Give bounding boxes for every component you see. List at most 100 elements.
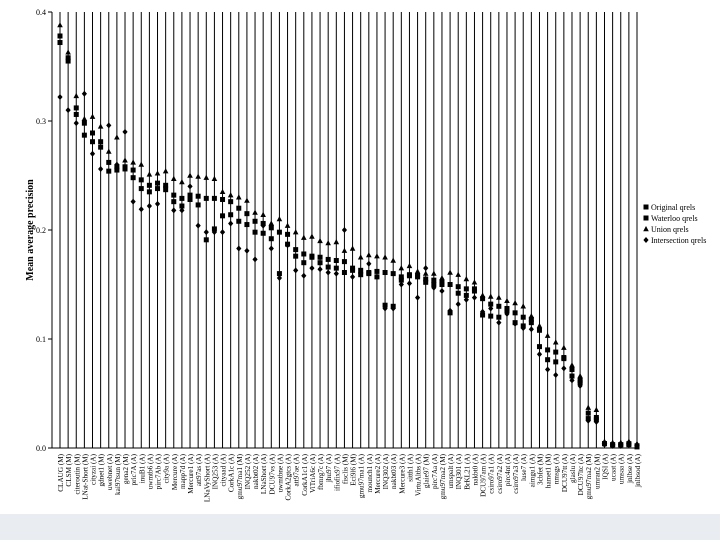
union-qrels-point <box>398 265 405 271</box>
waterloo-qrels-point <box>471 286 477 292</box>
legend-marker <box>643 237 649 243</box>
union-qrels-point <box>479 292 486 298</box>
x-tick-label: CLAUG (M) <box>57 453 65 491</box>
x-tick-label: nakbt02 (A) <box>252 453 260 489</box>
union-qrels-point <box>439 274 445 281</box>
original-qrels-point <box>285 231 291 237</box>
x-tick-label: jnlbsod (A) <box>634 453 642 488</box>
x-tick-label: jnlbse (A) <box>626 453 634 484</box>
original-qrels-point <box>341 259 347 265</box>
original-qrels-point <box>203 195 209 201</box>
waterloo-qrels-point <box>252 229 258 235</box>
original-qrels-point <box>293 247 299 253</box>
intersection-qrels-point <box>593 418 599 425</box>
union-qrels-point <box>57 22 63 28</box>
waterloo-qrels-point <box>163 187 169 193</box>
union-qrels-point <box>227 192 234 198</box>
original-qrels-point <box>57 40 63 46</box>
x-tick-label: csiro97a3 (A) <box>512 453 520 493</box>
original-qrels-point <box>90 130 96 136</box>
intersection-qrels-point <box>252 256 258 263</box>
waterloo-qrels-point <box>81 132 87 138</box>
intersection-qrels-point <box>138 206 144 213</box>
union-qrels-point <box>268 220 275 226</box>
waterloo-qrels-point <box>350 267 356 273</box>
union-qrels-point <box>211 175 218 181</box>
x-tick-label: umran2 (M) <box>593 453 601 489</box>
intersection-qrels-point <box>260 222 266 229</box>
intersection-qrels-point <box>439 288 445 295</box>
x-tick-label: INQ301 (A) <box>455 453 463 489</box>
intersection-qrels-point <box>276 274 283 281</box>
waterloo-qrels-point <box>260 230 266 236</box>
x-tick-label: att97ae (A) <box>293 453 301 486</box>
x-tick-label: VirtuAltbs (A) <box>415 453 423 496</box>
x-tick-label: CorkA1c (A) <box>228 453 236 492</box>
union-qrels-point <box>179 179 185 185</box>
union-qrels-point <box>138 161 145 167</box>
union-qrels-point <box>284 222 291 228</box>
waterloo-qrels-point <box>593 414 599 420</box>
union-qrels-point <box>487 293 494 299</box>
union-qrels-point <box>162 168 169 174</box>
waterloo-qrels-point <box>545 357 551 363</box>
original-qrels-point <box>382 270 388 276</box>
union-qrels-point <box>593 406 600 413</box>
y-tick-label: 0.0 <box>36 444 46 453</box>
legend-marker <box>643 226 649 232</box>
intersection-qrels-point <box>553 371 559 378</box>
union-qrels-point <box>471 279 478 285</box>
x-tick-label: nakbt0 (A) <box>471 453 479 485</box>
x-tick-label: ifiofix97 (A) <box>333 453 341 491</box>
waterloo-qrels-point <box>406 272 412 278</box>
waterloo-qrels-point <box>155 186 161 192</box>
waterloo-qrels-point <box>114 167 120 173</box>
waterloo-qrels-point <box>268 236 274 242</box>
union-qrels-point <box>496 294 502 300</box>
x-tick-label: cityaad (A) <box>220 453 228 486</box>
x-tick-label: fisclis (M) <box>341 453 349 484</box>
union-qrels-point <box>309 233 315 239</box>
waterloo-qrels-point <box>146 189 152 195</box>
x-tick-label: DCU97am (A) <box>480 453 488 497</box>
x-tick-label: LNaVyShort (A) <box>203 453 211 502</box>
waterloo-qrels-point <box>244 222 250 228</box>
union-qrels-point <box>301 234 307 240</box>
intersection-qrels-point <box>488 305 494 312</box>
x-tick-label: ucaat (A) <box>610 453 618 481</box>
waterloo-qrels-point <box>480 312 486 318</box>
waterloo-qrels-point <box>528 316 534 322</box>
original-qrels-point <box>301 251 307 257</box>
original-qrels-point <box>374 268 380 274</box>
intersection-qrels-point <box>219 229 226 236</box>
x-tick-label: kai97tsun (M) <box>114 453 122 495</box>
union-qrels-point <box>463 276 470 282</box>
original-qrels-point <box>447 282 453 287</box>
x-tick-label: nakbt03 (A) <box>390 453 398 489</box>
intersection-qrels-point <box>268 245 274 252</box>
waterloo-qrels-point <box>106 168 112 174</box>
x-tick-label: att97as (A) <box>195 453 203 486</box>
intersection-qrels-point <box>203 229 209 236</box>
x-tick-label: INQ302 (A) <box>382 453 390 489</box>
original-qrels-point <box>585 410 591 416</box>
union-qrels-point <box>406 262 413 269</box>
waterloo-qrels-point <box>195 202 201 208</box>
waterloo-qrels-point <box>455 290 461 296</box>
union-qrels-point <box>431 270 437 276</box>
intersection-qrels-point <box>171 207 177 214</box>
union-qrels-point <box>366 252 372 258</box>
original-qrels-point <box>73 105 79 111</box>
original-qrels-point <box>244 211 250 217</box>
original-qrels-point <box>528 320 534 326</box>
x-tick-label: citeroutin (M) <box>73 453 81 494</box>
original-qrels-point <box>220 196 226 202</box>
union-qrels-point <box>89 113 96 119</box>
union-qrels-point <box>447 269 453 275</box>
y-tick-label: 0.1 <box>36 335 46 344</box>
intersection-qrels-point <box>423 265 429 272</box>
x-tick-label: pirc7Aa (A) <box>431 453 439 489</box>
union-qrels-point <box>114 134 120 140</box>
x-tick-label: gmu97ma1 (M) <box>236 453 244 499</box>
intersection-qrels-point <box>447 307 453 314</box>
